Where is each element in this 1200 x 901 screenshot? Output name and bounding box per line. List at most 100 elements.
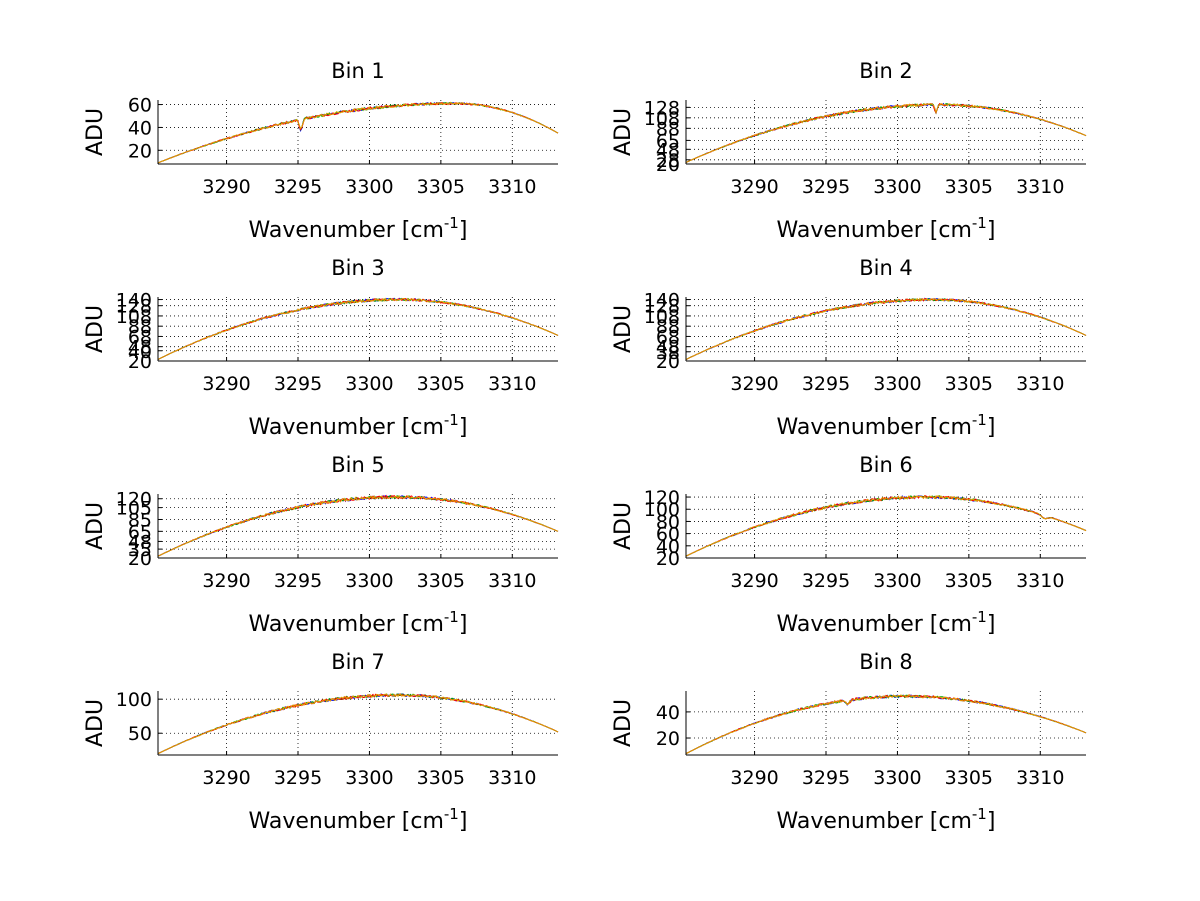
x-tick-label: 3290: [202, 373, 250, 395]
series-line-1: [157, 297, 559, 360]
series-line-2: [157, 494, 559, 557]
x-tick-label: 3295: [802, 767, 850, 789]
x-tick-label: 3305: [417, 373, 465, 395]
y-tick-label: 88: [656, 316, 680, 338]
x-axis-label-end: ]: [987, 415, 996, 440]
subplot-title: Bin 1: [331, 59, 385, 83]
y-tick-label: 120: [116, 489, 152, 511]
subplot-title: Bin 7: [331, 650, 385, 674]
y-axis-label: ADU: [611, 108, 636, 156]
series-line-2: [685, 297, 1087, 360]
x-axis-label-superscript: -1: [972, 805, 987, 823]
y-tick-label: 20: [656, 351, 680, 373]
x-tick-label: 3290: [202, 767, 250, 789]
x-axis-label-text: Wavenumber [cm: [777, 218, 972, 243]
series-line-3: [685, 297, 1087, 360]
x-tick-label: 3295: [274, 767, 322, 789]
x-axis-label-superscript: -1: [972, 214, 987, 232]
x-tick-label: 3300: [345, 176, 393, 198]
y-axis-label: ADU: [611, 305, 636, 353]
series-line-1: [685, 494, 1087, 557]
x-tick-label: 3305: [417, 176, 465, 198]
x-tick-label: 3305: [945, 570, 993, 592]
x-axis-label: Wavenumber [cm-1]: [249, 805, 468, 834]
y-tick-label: 50: [128, 723, 152, 745]
y-tick-label: 40: [128, 117, 152, 139]
x-axis-label-text: Wavenumber [cm: [249, 809, 444, 834]
x-axis-label-text: Wavenumber [cm: [249, 415, 444, 440]
y-tick-label: 20: [128, 140, 152, 162]
series-line-4: [157, 495, 559, 557]
y-tick-label: 88: [656, 118, 680, 140]
subplot-title: Bin 3: [331, 256, 385, 280]
subplot-title: Bin 8: [859, 650, 913, 674]
x-axis-label-superscript: -1: [444, 805, 459, 823]
y-tick-label: 20: [656, 548, 680, 570]
x-tick-label: 3295: [802, 570, 850, 592]
series-line-2: [685, 694, 1087, 755]
series-line-2: [157, 693, 559, 755]
x-tick-label: 3300: [345, 570, 393, 592]
x-tick-label: 3290: [202, 570, 250, 592]
subplot-title: Bin 6: [859, 453, 913, 477]
series-line-2: [685, 495, 1087, 557]
x-tick-label: 3295: [802, 176, 850, 198]
y-tick-label: 100: [116, 689, 152, 711]
x-tick-label: 3295: [274, 176, 322, 198]
y-tick-label: 140: [116, 290, 152, 312]
x-tick-label: 3300: [873, 176, 921, 198]
series-line-1: [157, 101, 559, 164]
y-tick-label: 40: [128, 341, 152, 363]
series-line-1: [685, 297, 1087, 360]
x-tick-label: 3310: [488, 176, 536, 198]
x-axis-label-superscript: -1: [972, 411, 987, 429]
series-line-3: [157, 693, 559, 755]
y-tick-label: 65: [656, 130, 680, 152]
series-line-4: [685, 495, 1087, 557]
series-line-1: [157, 494, 559, 557]
x-tick-label: 3310: [1016, 767, 1064, 789]
y-tick-label: 128: [116, 296, 152, 318]
x-axis-label-superscript: -1: [444, 411, 459, 429]
subplot-bin-5: Bin 5 3290 3295 3300 3305 3310 203548658510512…: [83, 453, 559, 637]
y-tick-label: 128: [644, 97, 680, 119]
y-tick-label: 105: [116, 498, 152, 520]
series-line-3: [157, 494, 559, 557]
y-tick-label: 48: [128, 337, 152, 359]
x-tick-label: 3300: [873, 570, 921, 592]
y-tick-label: 68: [128, 326, 152, 348]
y-tick-label: 108: [116, 306, 152, 328]
x-axis-label-superscript: -1: [972, 608, 987, 626]
y-tick-label: 108: [644, 108, 680, 130]
x-axis-label: Wavenumber [cm-1]: [777, 411, 996, 440]
y-axis-label: ADU: [83, 699, 108, 747]
x-axis-label-end: ]: [987, 809, 996, 834]
x-axis-label-text: Wavenumber [cm: [777, 612, 972, 637]
x-axis-label-text: Wavenumber [cm: [249, 218, 444, 243]
series-line-1: [157, 693, 559, 755]
x-tick-label: 3290: [202, 176, 250, 198]
x-tick-label: 3310: [488, 373, 536, 395]
y-tick-label: 48: [656, 337, 680, 359]
y-tick-label: 128: [644, 296, 680, 318]
series-line-4: [685, 694, 1087, 755]
x-axis-label-text: Wavenumber [cm: [777, 809, 972, 834]
subplot-bin-8: Bin 8 3290 3295 3300 3305 3310 20 40 Wavenumber …: [611, 650, 1087, 834]
x-tick-label: 3310: [1016, 373, 1064, 395]
y-tick-label: 38: [656, 342, 680, 364]
x-tick-label: 3310: [488, 767, 536, 789]
y-tick-label: 60: [128, 95, 152, 117]
x-tick-label: 3300: [873, 373, 921, 395]
x-tick-label: 3305: [417, 767, 465, 789]
x-axis-label-superscript: -1: [444, 608, 459, 626]
x-axis-label-end: ]: [459, 612, 468, 637]
x-axis-label-end: ]: [459, 415, 468, 440]
x-tick-label: 3290: [730, 176, 778, 198]
x-axis-label-end: ]: [987, 612, 996, 637]
x-axis-label: Wavenumber [cm-1]: [777, 608, 996, 637]
subplot-bin-3: Bin 3 3290 3295 3300 3305 3310 204048688810812…: [83, 256, 559, 440]
series-line-2: [157, 297, 559, 360]
